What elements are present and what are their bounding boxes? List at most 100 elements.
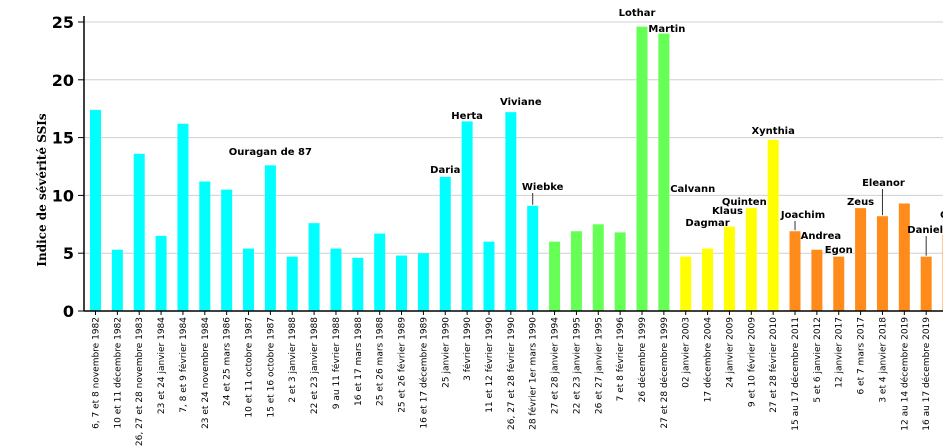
bar-1 — [90, 109, 101, 311]
bars-layer — [90, 26, 943, 312]
x-tick-label: 26 décembre 1999 — [637, 317, 648, 403]
y-tick-label: 10 — [52, 186, 74, 205]
storm-label: Andrea — [801, 231, 841, 242]
x-tick-label: 25 et 26 février 1989 — [397, 317, 408, 413]
bar-20 — [505, 112, 517, 311]
bar-36 — [855, 208, 867, 311]
x-tick-label: 9 et 10 février 2009 — [746, 317, 757, 407]
bar-2 — [111, 249, 123, 311]
x-tick-label: 27 et 28 février 2010 — [768, 317, 779, 413]
x-tick-label: 10 et 11 décembre 1982 — [112, 317, 123, 429]
storm-label: Ciara — [940, 210, 943, 221]
x-tick-label: 22 et 23 janvier 1995 — [572, 317, 582, 414]
y-tick-label: 20 — [52, 71, 74, 90]
y-tick-labels: 0 5 10 15 20 25 — [52, 13, 74, 321]
bar-16 — [417, 253, 429, 311]
axis-layer — [78, 16, 943, 315]
bar-30 — [723, 226, 735, 311]
y-tick-label: 5 — [63, 244, 74, 263]
x-tick-label: 3 et 4 janvier 2018 — [878, 317, 888, 403]
bar-5 — [177, 123, 189, 311]
x-tick-label: 26, 27 et 28 février 1990 — [506, 317, 517, 430]
x-tick-label: 25 et 26 mars 1988 — [376, 317, 386, 406]
bar-24 — [592, 224, 604, 311]
x-tick-label: 27 et 28 janvier 1994 — [551, 317, 561, 414]
x-tick-label: 5 et 6 janvier 2012 — [813, 317, 823, 403]
storm-label: Wiebke — [522, 182, 564, 193]
x-tick-label: 27 et 28 décembre 1999 — [659, 317, 670, 429]
x-tick-label: 26, 27 et 28 novembre 1983 — [135, 317, 145, 446]
storm-label: Joachim — [780, 210, 825, 221]
bar-23 — [570, 231, 582, 311]
x-tick-label: 7 et 8 février 1996 — [615, 317, 626, 402]
x-tick-label: 15 et 16 octobre 1987 — [266, 317, 276, 418]
bar-15 — [396, 255, 408, 311]
x-tick-label: 15 au 17 décembre 2011 — [790, 317, 801, 431]
bar-19 — [483, 241, 495, 311]
storm-label: Egon — [825, 245, 853, 256]
x-tick-label: 02 janvier 2003 — [682, 317, 692, 388]
bar-29 — [702, 248, 714, 311]
bar-31 — [745, 208, 757, 311]
storm-label: Quinten — [722, 197, 767, 208]
x-tick-label: 3 février 1990 — [462, 317, 473, 381]
storm-annotations: Ouragan de 87 Daria Herta Viviane Wiebke Loth… — [229, 8, 943, 256]
y-axis-label: Indice de sévérité SSIs — [35, 113, 49, 267]
storm-label: Klaus — [712, 206, 743, 217]
bar-13 — [352, 257, 364, 311]
bar-28 — [680, 256, 692, 311]
x-tick-label: 7, 8 et 9 février 1984 — [178, 317, 189, 413]
storm-label: Viviane — [500, 97, 542, 108]
bar-3 — [133, 153, 145, 311]
bar-18 — [461, 121, 473, 311]
x-tick-label: 12 au 14 décembre 2019 — [899, 317, 910, 431]
x-tick-label: 6, 7 et 8 novembre 1982 — [92, 317, 102, 429]
y-tick-label: 15 — [52, 129, 74, 148]
bar-27 — [658, 33, 670, 312]
x-tick-label: 12 janvier 2017 — [835, 317, 845, 388]
x-tick-label: 28 février 1er mars 1990 — [528, 317, 539, 430]
x-tick-label: 16 et 17 décembre 1989 — [418, 317, 429, 429]
storm-label: Xynthia — [751, 126, 794, 137]
storm-label: Calvann — [670, 184, 715, 195]
bar-22 — [549, 241, 561, 311]
x-tick-label: 16 au 17 décembre 2019 — [921, 317, 932, 431]
bar-25 — [614, 232, 626, 311]
x-tick-label: 22 et 23 janvier 1988 — [310, 317, 320, 414]
x-tick-label: 24 janvier 2009 — [725, 317, 735, 388]
bar-38 — [898, 203, 910, 311]
x-tick-label: 16 et 17 mars 1988 — [354, 317, 364, 406]
bar-4 — [155, 235, 167, 311]
storm-label: Dagmar — [685, 218, 729, 229]
bar-12 — [330, 248, 342, 311]
x-tick-label: 23 et 24 janvier 1984 — [157, 317, 167, 414]
storm-label: Eleanor — [862, 178, 905, 189]
bar-34 — [811, 249, 823, 311]
bar-11 — [308, 223, 320, 311]
x-tick-label: 25 janvier 1990 — [441, 317, 451, 388]
bar-26 — [636, 26, 648, 312]
x-tick-label: 2 et 3 janvier 1988 — [288, 317, 298, 403]
storm-label: Daniel — [907, 225, 943, 236]
y-tick-label: 25 — [52, 13, 74, 32]
y-tick-label: 0 — [63, 302, 74, 321]
storm-label: Herta — [451, 111, 483, 122]
x-tick-label: 26 et 27 janvier 1995 — [594, 317, 604, 414]
bar-9 — [264, 165, 276, 311]
storm-label: Martin — [648, 24, 685, 35]
storm-label: Daria — [430, 165, 460, 176]
x-tick-label: 23 et 24 novembre 1984 — [201, 317, 211, 429]
bar-8 — [243, 248, 255, 311]
storm-label: Ouragan de 87 — [229, 147, 312, 158]
bar-32 — [767, 139, 779, 311]
x-tick-label: 10 et 11 octobre 1987 — [245, 317, 255, 418]
bar-14 — [374, 233, 386, 311]
bar-21 — [527, 205, 539, 311]
bar-7 — [221, 189, 233, 311]
storm-label: Zeus — [847, 197, 874, 208]
bar-10 — [286, 256, 298, 311]
x-tick-label: 24 et 25 mars 1986 — [223, 317, 233, 406]
bar-37 — [876, 216, 888, 311]
bar-39 — [920, 256, 932, 311]
